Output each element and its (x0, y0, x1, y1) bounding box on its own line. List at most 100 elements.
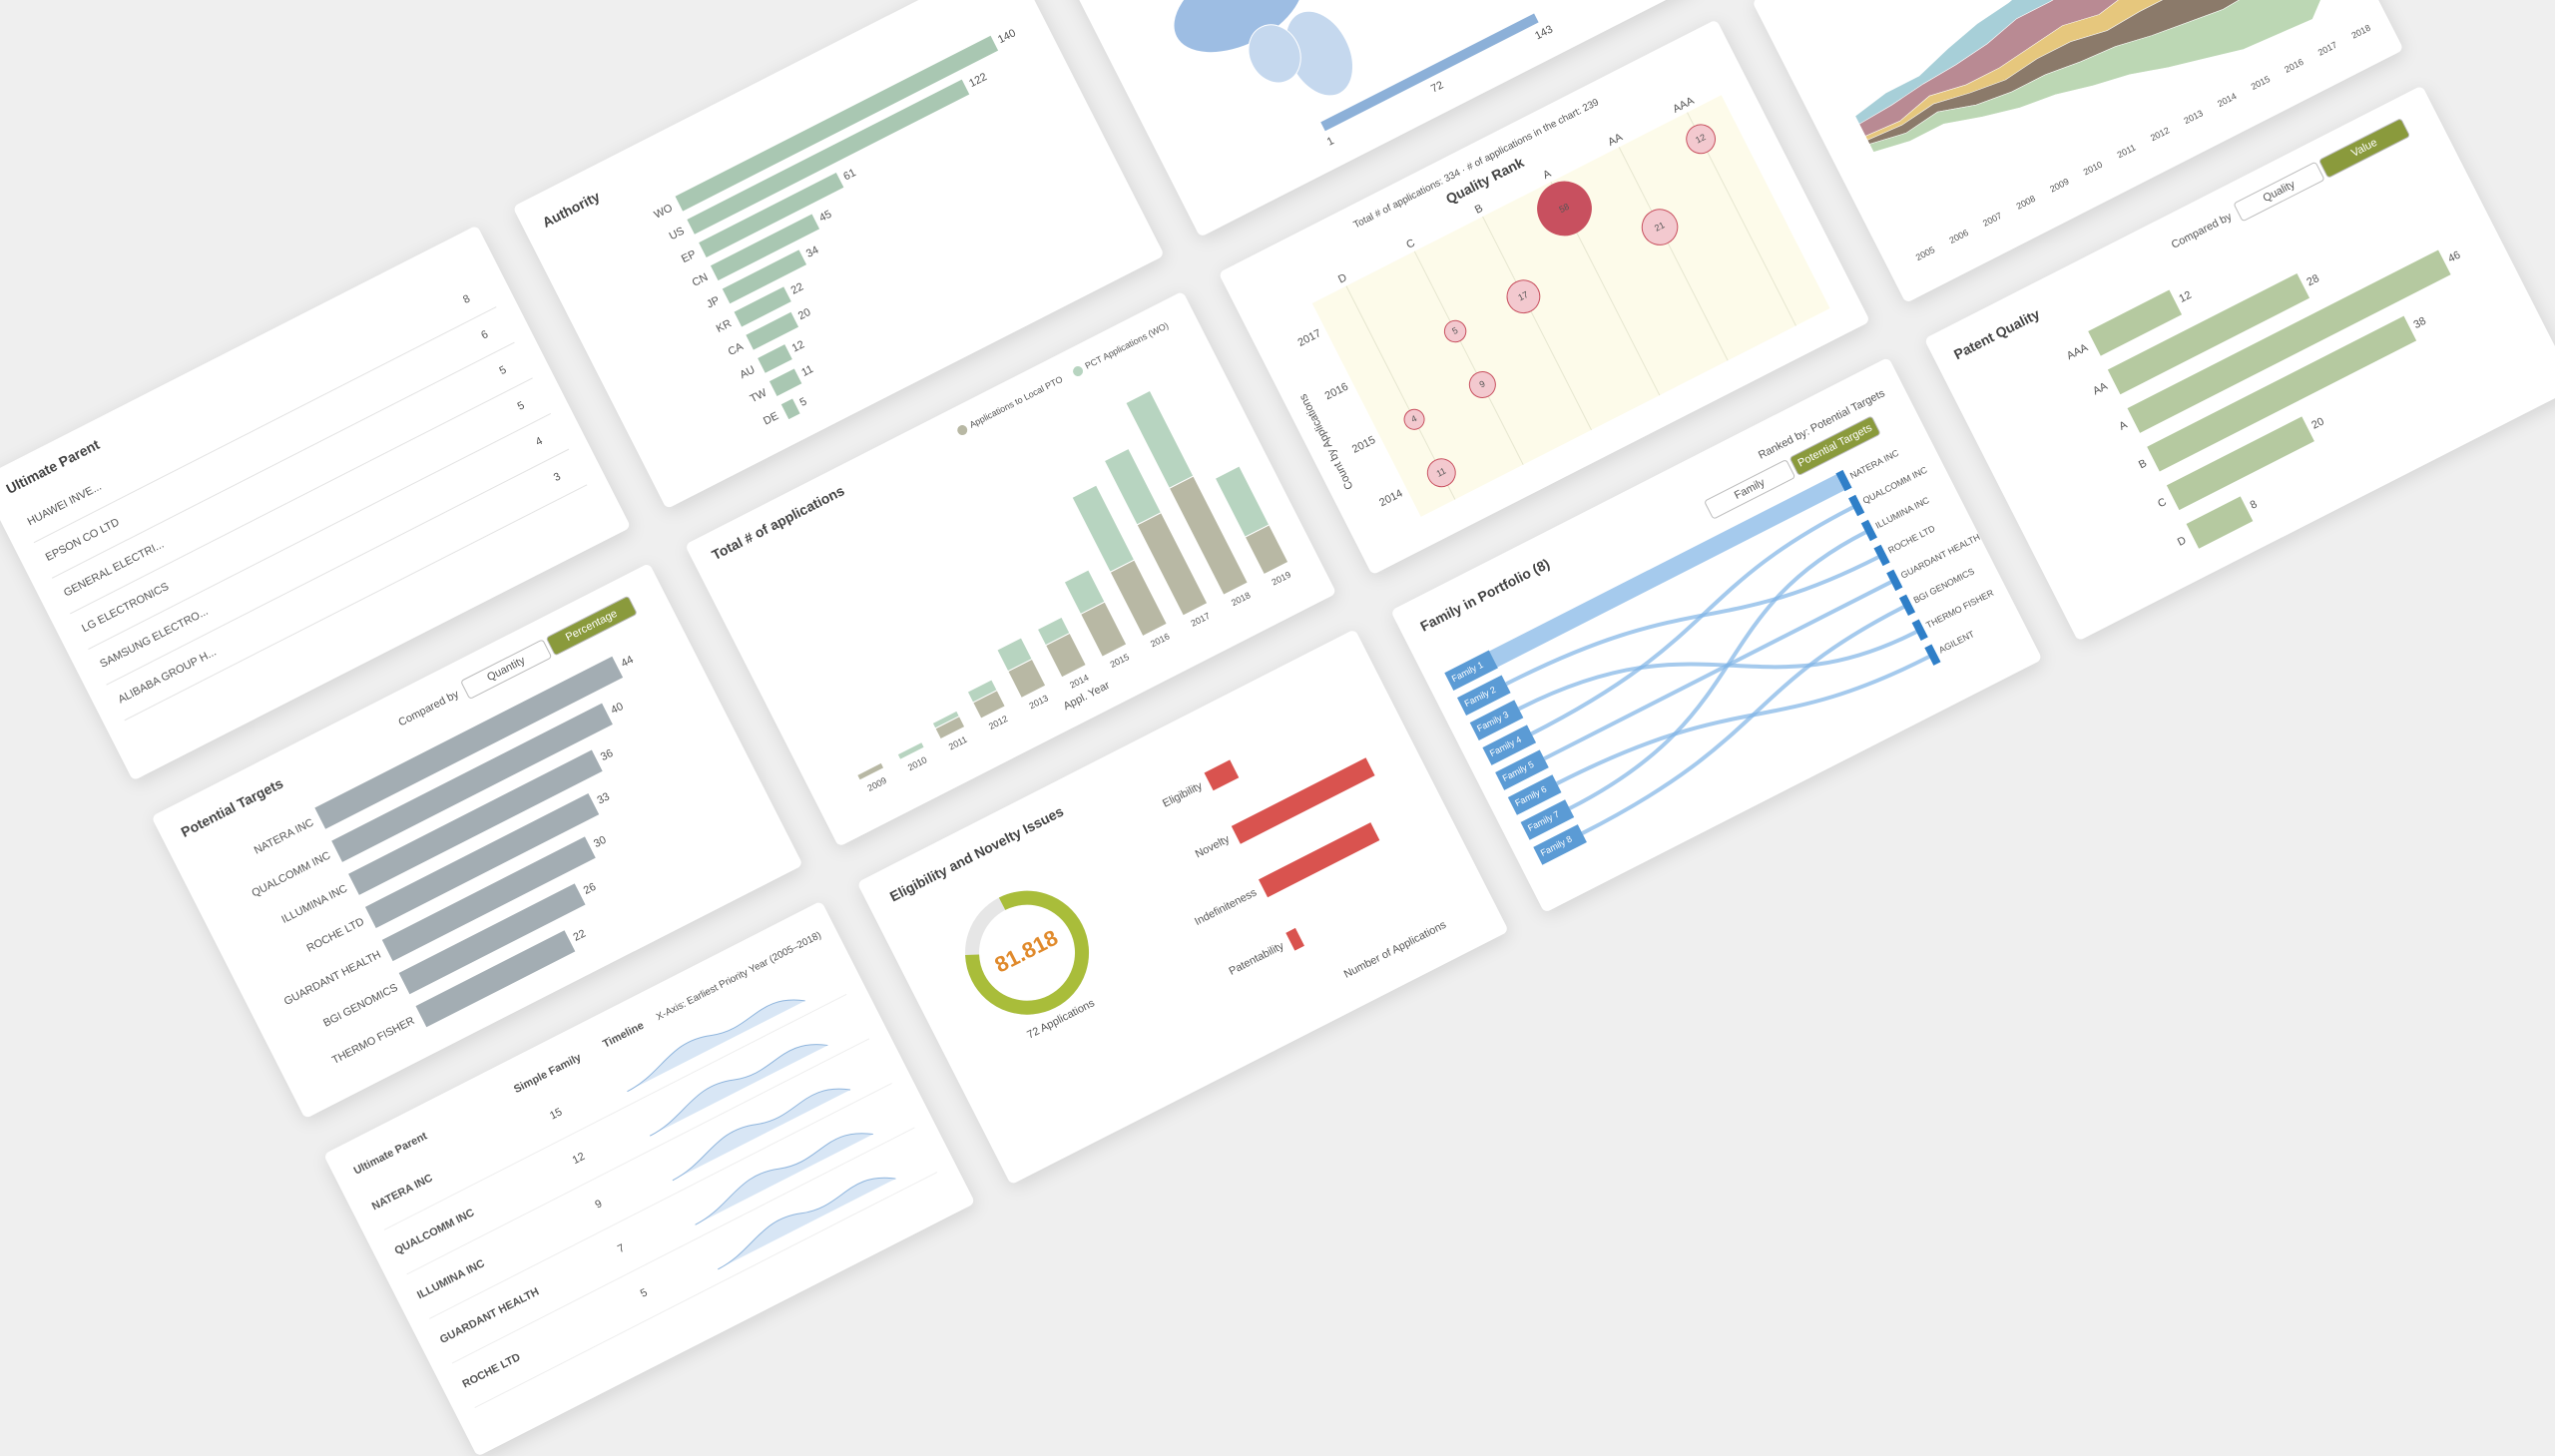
bubble-label: 5 (1450, 324, 1459, 335)
bar (2186, 495, 2254, 549)
x-tick-label: 2011 (947, 733, 969, 751)
node (1495, 748, 1549, 790)
legend-label: Applications to Local PTO (968, 373, 1065, 429)
bar-value: 34 (804, 243, 820, 259)
bar-label: TW (749, 386, 769, 405)
sparkline (695, 1132, 873, 1225)
bar-label: AAA (2065, 341, 2091, 362)
node (1848, 494, 1865, 516)
x-tick-label: 2012 (987, 713, 1009, 730)
family-count: 5 (639, 1286, 650, 1299)
bar-value: 20 (2309, 415, 2325, 431)
x-tick-label: 2009 (866, 774, 888, 792)
card-graphic: Total # of patent families: 139 · # of p… (1854, 0, 2372, 262)
dashboard-card: Family in Portfolio (8) Ranked by: Potent… (1390, 356, 2043, 913)
bar-label: A (2117, 418, 2130, 432)
toggle-button[interactable] (2319, 118, 2410, 178)
bar-value: 40 (609, 700, 625, 716)
row-divider (70, 376, 533, 614)
x-tick-label: 2005 (1914, 244, 1936, 262)
card-graphic: Family in Portfolio (8)Ranked by: Potent… (1417, 386, 1996, 865)
bar (2088, 289, 2183, 356)
bar-segment (896, 740, 925, 760)
row-divider (124, 483, 588, 721)
y-tick-label: 2014 (1377, 487, 1404, 509)
row-label: GUARDANT HEALTH (438, 1285, 541, 1346)
bar (1231, 756, 1375, 844)
x-tick-label: 2018 (2349, 22, 2371, 40)
node (1835, 469, 1852, 491)
node (1444, 650, 1498, 691)
toggle-button[interactable] (2234, 162, 2324, 222)
legend-tick: 72 (1429, 79, 1445, 95)
toggle-button[interactable] (461, 639, 552, 699)
bar-label: KR (715, 317, 734, 335)
bar-label: JP (705, 294, 722, 311)
bubble-label: 58 (1557, 201, 1570, 214)
node (1520, 798, 1575, 840)
row-divider (33, 305, 497, 543)
sparkline (627, 999, 805, 1092)
toggle-button[interactable] (546, 596, 637, 656)
node (1886, 569, 1903, 591)
legend-swatch (957, 424, 968, 435)
bubble-label: 17 (1516, 288, 1529, 301)
node (1482, 724, 1537, 765)
bar-label: Eligibility (1161, 779, 1205, 809)
bar-segment (966, 678, 998, 704)
bar-label: B (2137, 457, 2149, 471)
bar-label: CA (727, 340, 747, 358)
chart-title: Potential Targets (179, 774, 286, 839)
bar (2166, 415, 2314, 510)
bar-label: THERMO FISHER (330, 1014, 417, 1066)
row-divider (88, 412, 551, 650)
row-value: 5 (516, 399, 527, 412)
chart-title: Eligibility and Novelty Issues (887, 802, 1066, 904)
x-tick-label: 2008 (2015, 193, 2037, 211)
toggle-button[interactable] (1705, 459, 1795, 519)
bar-segment (1063, 568, 1106, 615)
row-label: ROCHE LTD (461, 1351, 523, 1390)
bar (722, 248, 807, 303)
bar-value: 12 (790, 338, 806, 354)
bar (331, 703, 613, 862)
dashboard-card: Applications by Country172143 (1046, 0, 1699, 238)
x-tick-label: 2018 (1230, 590, 1252, 608)
bar-label: ROCHE LTD (305, 915, 366, 954)
legend-label: PCT Applications (WO) (1084, 319, 1171, 370)
bar-value: 5 (798, 395, 809, 408)
bar-value: 44 (619, 654, 635, 670)
bar-label: EP (680, 247, 699, 264)
x-tick-label: 2015 (2250, 73, 2272, 91)
bar (1285, 927, 1304, 951)
axis-note: X-Axis: Earliest Priority Year (2005–201… (655, 929, 823, 1022)
bar-segment (1125, 389, 1195, 489)
legend-swatch (1073, 365, 1084, 376)
bar-value: 36 (599, 746, 615, 762)
row-divider (429, 1082, 892, 1319)
bar-segment (856, 761, 885, 781)
bar-label: NATERA INC (253, 816, 316, 856)
bar-label: US (668, 225, 687, 243)
node (1469, 699, 1524, 740)
x-tick-label: 2014 (2216, 91, 2238, 109)
row-label: QUALCOMM INC (392, 1207, 476, 1257)
column-header: Timeline (601, 1019, 646, 1050)
chart-title: Total # of applications (710, 482, 847, 563)
bar-label: WO (653, 202, 676, 221)
dashboard-card: Total # of patent families: 139 · # of p… (1752, 0, 2404, 303)
chart-title: Patent Quality (1951, 305, 2042, 362)
x-tick-label: 2011 (2116, 142, 2138, 160)
grid-line (1618, 146, 1729, 360)
grid-line (1482, 216, 1592, 430)
x-tick-label: 2014 (1068, 672, 1090, 690)
node (1873, 544, 1890, 566)
bar-value: 38 (2412, 314, 2428, 330)
bubble (1641, 208, 1679, 245)
toggle-button[interactable] (1789, 415, 1880, 475)
bar (734, 285, 791, 326)
sparkline (649, 1043, 828, 1137)
